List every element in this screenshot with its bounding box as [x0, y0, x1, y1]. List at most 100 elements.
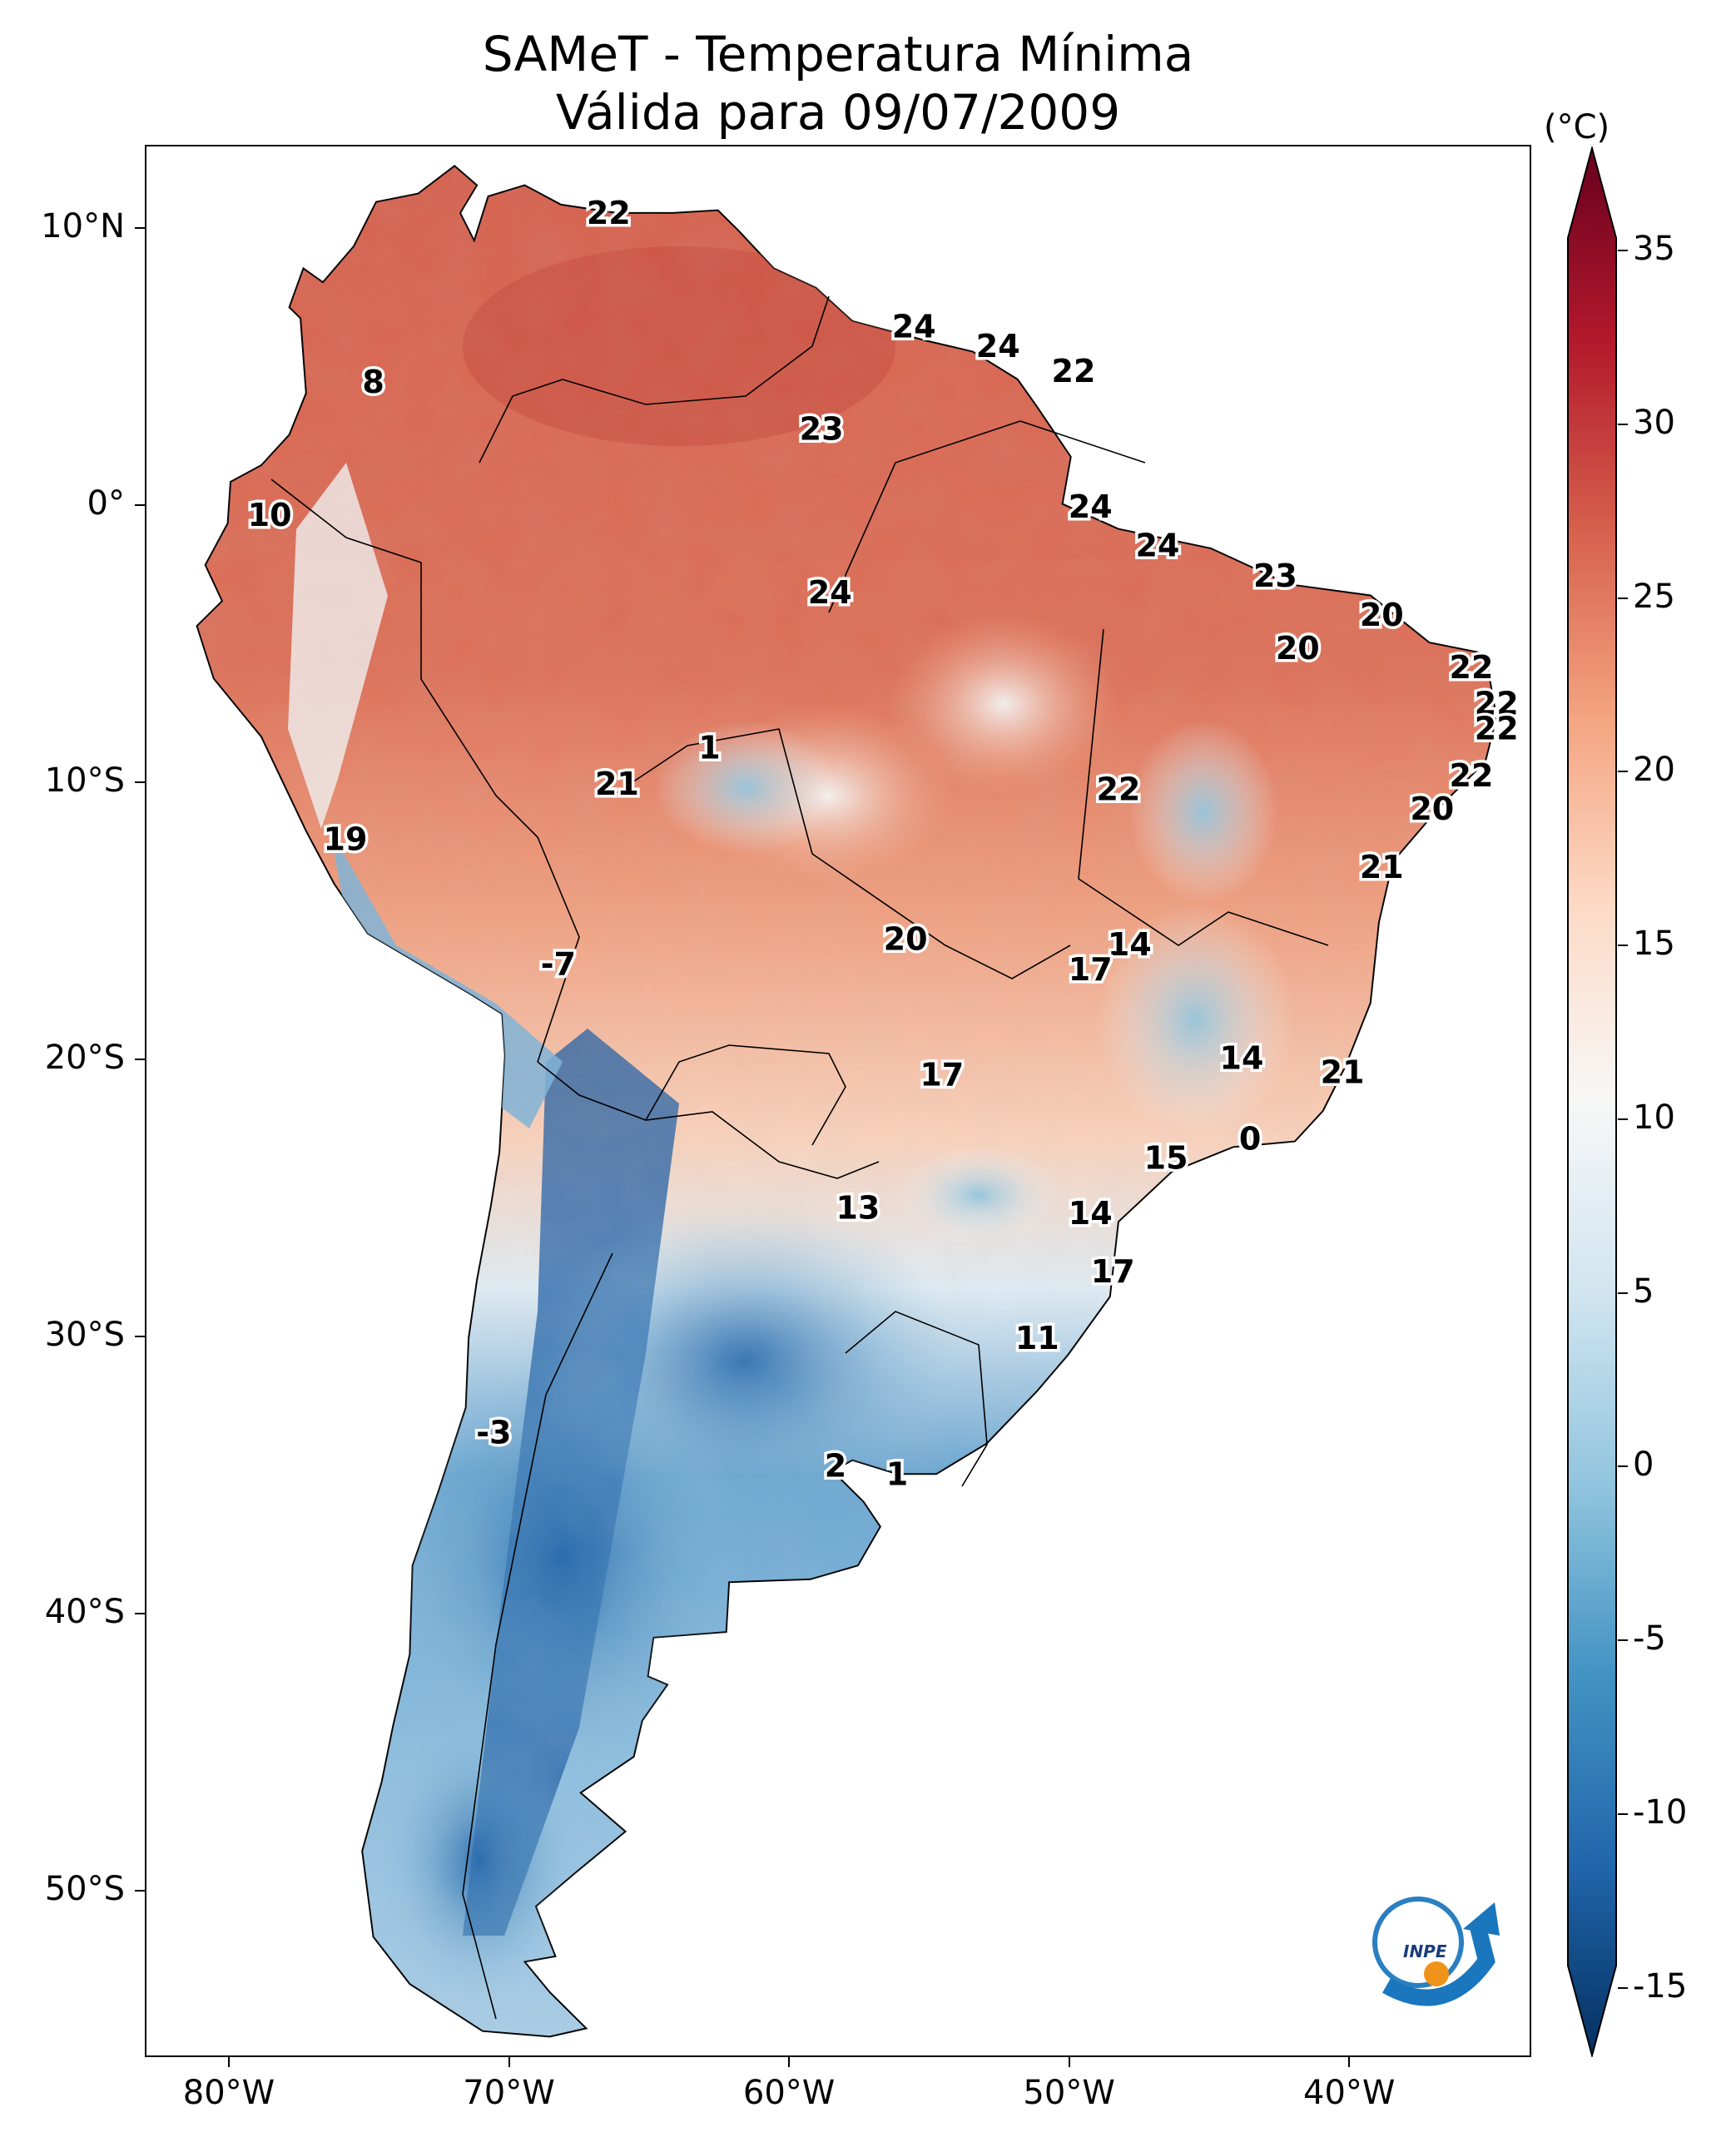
- colorbar-tick-label: 20: [1633, 751, 1675, 790]
- latitude-tick-label: 10°N: [41, 206, 125, 245]
- latitude-tick: [135, 503, 145, 506]
- latitude-tick: [135, 1059, 145, 1061]
- colorbar-unit: (°C): [1544, 108, 1610, 146]
- latitude-tick-label: 50°S: [44, 1870, 125, 1909]
- colorbar-tick: [1618, 1465, 1628, 1468]
- station-value-label: 2: [825, 1447, 846, 1484]
- longitude-tick-label: 80°W: [182, 2074, 275, 2112]
- station-value-label: 20: [884, 921, 928, 958]
- station-value-label: 24: [976, 328, 1020, 364]
- border-brazil-bolivia: [612, 728, 1071, 979]
- colorbar-tick-label: 35: [1633, 230, 1675, 269]
- station-value-label: 24: [1069, 488, 1113, 525]
- longitude-tick: [508, 2057, 510, 2067]
- station-value-label: 14: [1220, 1040, 1264, 1077]
- colorbar-tick-label: 5: [1633, 1272, 1654, 1311]
- colorbar-tick: [1618, 597, 1628, 599]
- longitude-tick-label: 70°W: [463, 2074, 555, 2112]
- station-value-label: 22: [587, 195, 631, 231]
- colorbar-tick-label: -15: [1633, 1966, 1688, 2006]
- longitude-tick-label: 50°W: [1023, 2074, 1115, 2112]
- longitude-tick: [227, 2057, 230, 2067]
- border-peru-brazil: [270, 478, 580, 1063]
- colorbar-tick: [1618, 423, 1628, 425]
- border-venezuela-brazil: [479, 295, 830, 464]
- map-subtitle: Válida para 09/07/2009: [555, 84, 1121, 141]
- inpe-logo-text: INPE: [1403, 1941, 1447, 1961]
- inpe-logo: INPE: [1372, 1897, 1500, 2006]
- station-value-label: 24: [1136, 528, 1180, 564]
- colorbar-tick: [1618, 250, 1628, 252]
- station-value-label: 20: [1410, 791, 1454, 827]
- station-value-label: 21: [595, 766, 639, 802]
- border-paraguay: [645, 1044, 846, 1146]
- station-value-label: 22: [1450, 757, 1494, 794]
- station-value-label: 23: [1253, 558, 1297, 594]
- latitude-tick: [135, 1613, 145, 1615]
- latitude-tick: [135, 1890, 145, 1892]
- latitude-tick-label: 20°S: [44, 1039, 125, 1078]
- colorbar-tick: [1618, 1292, 1628, 1294]
- station-value-label: 22: [1450, 649, 1494, 686]
- latitude-tick-label: 0°: [87, 483, 125, 523]
- map-panel: 22 24 24 22 8 23 24 10 24 23 24 20 20 22 22 22 1 22 21 22 20…: [145, 145, 1531, 2057]
- border-chile-argentina: [462, 1252, 613, 2020]
- latitude-tick: [135, 1336, 145, 1338]
- station-value-label: 23: [800, 411, 844, 448]
- station-value-label: 19: [324, 821, 368, 858]
- border-bolivia-argentina: [537, 1061, 880, 1179]
- station-value-label: 14: [1108, 926, 1152, 963]
- border-amazonas-para: [828, 420, 1146, 613]
- station-value-label: 17: [1091, 1253, 1135, 1290]
- inpe-logo-ring: [1372, 1897, 1464, 1988]
- colorbar-tick-label: 25: [1633, 577, 1675, 616]
- colorbar-tick-label: 30: [1633, 403, 1675, 442]
- latitude-tick-label: 40°S: [44, 1593, 125, 1632]
- station-value-label: 8: [362, 364, 384, 400]
- station-value-label: 17: [920, 1057, 964, 1093]
- colorbar-tick-label: -5: [1633, 1619, 1666, 1659]
- station-value-label: 14: [1069, 1195, 1113, 1232]
- longitude-tick: [1348, 2057, 1351, 2067]
- station-value-label: 22: [1096, 771, 1140, 808]
- longitude-tick: [788, 2057, 791, 2067]
- inpe-logo-arrowhead: [1463, 1902, 1500, 1936]
- station-value-label: 10: [248, 497, 292, 533]
- colorbar-tick-label: 0: [1633, 1445, 1654, 1485]
- border-states-central: [1078, 628, 1329, 946]
- station-value-label: 1: [886, 1455, 908, 1492]
- station-value-label: 20: [1360, 597, 1404, 633]
- station-value-label: 1: [698, 730, 720, 766]
- colorbar-bar: [1567, 146, 1617, 2057]
- station-value-label: 20: [1276, 630, 1320, 667]
- latitude-tick: [135, 781, 145, 783]
- colorbar-tick-label: -10: [1633, 1793, 1688, 1832]
- station-value-label: 24: [808, 574, 852, 611]
- colorbar-tick: [1618, 1812, 1628, 1815]
- station-value-label: -7: [541, 946, 576, 983]
- map-title: SAMeT - Temperatura Mínima: [482, 26, 1194, 82]
- station-value-label: 15: [1144, 1140, 1188, 1177]
- longitude-tick: [1068, 2057, 1070, 2067]
- country-borders: [270, 295, 1329, 2020]
- longitude-tick-label: 60°W: [742, 2074, 836, 2112]
- colorbar-tick-label: 15: [1633, 925, 1675, 964]
- inpe-logo-arrow: [1382, 1925, 1495, 2006]
- colorbar-tick: [1618, 1986, 1628, 1989]
- colorbar-tick: [1618, 1639, 1628, 1642]
- colorbar-tick-label: 10: [1633, 1098, 1675, 1137]
- latitude-tick-label: 10°S: [44, 761, 125, 800]
- station-value-label: 17: [1069, 951, 1113, 988]
- colorbar: [1567, 146, 1617, 2057]
- station-value-label: 21: [1360, 849, 1404, 885]
- station-value-label: 11: [1015, 1320, 1059, 1356]
- latitude-tick-label: 30°S: [44, 1316, 125, 1355]
- station-value-label: 22: [1052, 353, 1096, 389]
- station-value-label: 22: [1475, 710, 1519, 746]
- station-value-label: 21: [1321, 1054, 1365, 1090]
- station-value-label: 0: [1239, 1120, 1261, 1157]
- colorbar-tick: [1618, 771, 1628, 773]
- station-value-label: 13: [836, 1190, 880, 1227]
